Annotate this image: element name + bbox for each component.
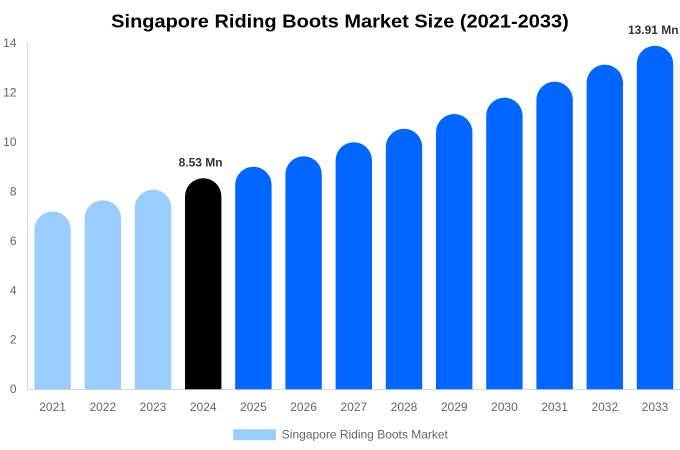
svg-text:Singapore Riding Boots Market: Singapore Riding Boots Market Size (2021… bbox=[111, 10, 569, 31]
svg-text:2024: 2024 bbox=[190, 400, 217, 414]
svg-text:2025: 2025 bbox=[240, 400, 267, 414]
svg-text:8: 8 bbox=[10, 184, 17, 198]
svg-text:10: 10 bbox=[3, 135, 17, 149]
svg-text:2022: 2022 bbox=[89, 400, 116, 414]
svg-text:Singapore Riding Boots Market: Singapore Riding Boots Market bbox=[282, 427, 449, 441]
svg-text:12: 12 bbox=[3, 86, 17, 100]
svg-text:2033: 2033 bbox=[642, 400, 669, 414]
svg-text:4: 4 bbox=[10, 283, 17, 297]
svg-text:2029: 2029 bbox=[441, 400, 468, 414]
svg-text:2026: 2026 bbox=[290, 400, 317, 414]
svg-text:2031: 2031 bbox=[541, 400, 568, 414]
svg-text:13.91 Mn: 13.91 Mn bbox=[628, 23, 679, 37]
svg-text:8.53 Mn: 8.53 Mn bbox=[179, 156, 223, 170]
svg-text:2021: 2021 bbox=[39, 400, 66, 414]
svg-text:2032: 2032 bbox=[591, 400, 618, 414]
svg-text:2028: 2028 bbox=[391, 400, 418, 414]
svg-text:0: 0 bbox=[10, 382, 17, 396]
svg-text:2027: 2027 bbox=[340, 400, 367, 414]
svg-text:6: 6 bbox=[10, 234, 17, 248]
svg-text:2023: 2023 bbox=[140, 400, 167, 414]
svg-text:2030: 2030 bbox=[491, 400, 518, 414]
svg-text:14: 14 bbox=[3, 36, 17, 50]
svg-text:2: 2 bbox=[10, 333, 17, 347]
